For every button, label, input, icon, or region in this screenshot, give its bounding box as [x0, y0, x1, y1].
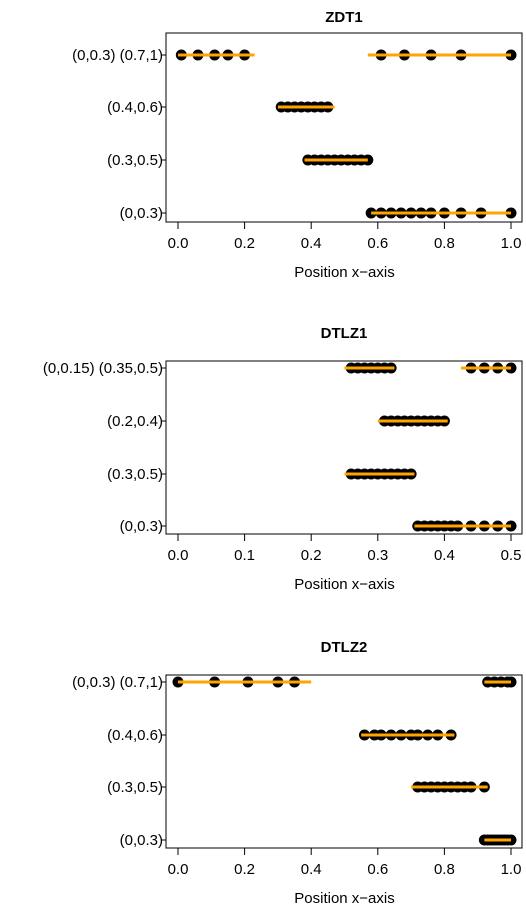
- x-tick-label: 0.5: [501, 547, 522, 564]
- chart-panel-dtlz1: DTLZ1 0.0 0.1 0.2 0.3 0.4 0.5 Position x−axis (0…: [43, 325, 523, 593]
- y-tick-label: (0,0.3): [120, 832, 163, 849]
- x-tick-label: 1.0: [501, 235, 522, 252]
- x-tick-label: 0.6: [367, 235, 388, 252]
- x-tick-label: 0.4: [434, 547, 455, 564]
- x-tick-label: 0.4: [301, 235, 322, 252]
- y-tick-label: (0,0.3): [120, 205, 163, 222]
- x-tick-label: 0.2: [301, 547, 322, 564]
- x-tick-label: 0.6: [367, 861, 388, 878]
- x-tick-label: 0.3: [367, 547, 388, 564]
- chart-title: DTLZ2: [321, 639, 368, 656]
- y-tick-label: (0,0.3) (0.7,1): [72, 47, 163, 64]
- y-tick-label: (0.3,0.5): [107, 466, 163, 483]
- x-tick-label: 1.0: [501, 861, 522, 878]
- x-axis-label: Position x−axis: [294, 264, 394, 281]
- x-tick-label: 0.0: [168, 235, 189, 252]
- y-tick-label: (0.4,0.6): [107, 99, 163, 116]
- chart-panel-zdt1: ZDT1 0.0 0.2 0.4 0.6 0.8 1.0 Position x−axis (0,…: [72, 9, 523, 281]
- x-tick-label: 0.0: [168, 547, 189, 564]
- x-tick-label: 0.1: [234, 547, 255, 564]
- x-tick-label: 0.2: [234, 235, 255, 252]
- plot-frame: [165, 32, 523, 223]
- chart-panel-dtlz2: DTLZ2 0.0 0.2 0.4 0.6 0.8 1.0 Position x−axis (0…: [72, 639, 523, 907]
- x-tick-label: 0.4: [301, 861, 322, 878]
- chart-title: DTLZ1: [321, 325, 368, 342]
- y-tick-label: (0.3,0.5): [107, 779, 163, 796]
- y-tick-label: (0.4,0.6): [107, 727, 163, 744]
- x-tick-label: 0.8: [434, 235, 455, 252]
- x-axis-label: Position x−axis: [294, 890, 394, 907]
- y-tick-label: (0.2,0.4): [107, 413, 163, 430]
- y-tick-label: (0,0.15) (0.35,0.5): [43, 360, 163, 377]
- x-tick-label: 0.2: [234, 861, 255, 878]
- y-tick-label: (0,0.3): [120, 518, 163, 535]
- y-tick-label: (0.3,0.5): [107, 152, 163, 169]
- x-axis-label: Position x−axis: [294, 576, 394, 593]
- y-tick-label: (0,0.3) (0.7,1): [72, 674, 163, 691]
- chart-title: ZDT1: [325, 9, 363, 26]
- plot-frame: [165, 674, 523, 849]
- x-tick-label: 0.0: [168, 861, 189, 878]
- x-tick-label: 0.8: [434, 861, 455, 878]
- plot-frame: [165, 360, 523, 535]
